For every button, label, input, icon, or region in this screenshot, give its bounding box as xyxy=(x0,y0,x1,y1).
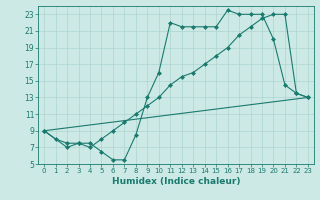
X-axis label: Humidex (Indice chaleur): Humidex (Indice chaleur) xyxy=(112,177,240,186)
